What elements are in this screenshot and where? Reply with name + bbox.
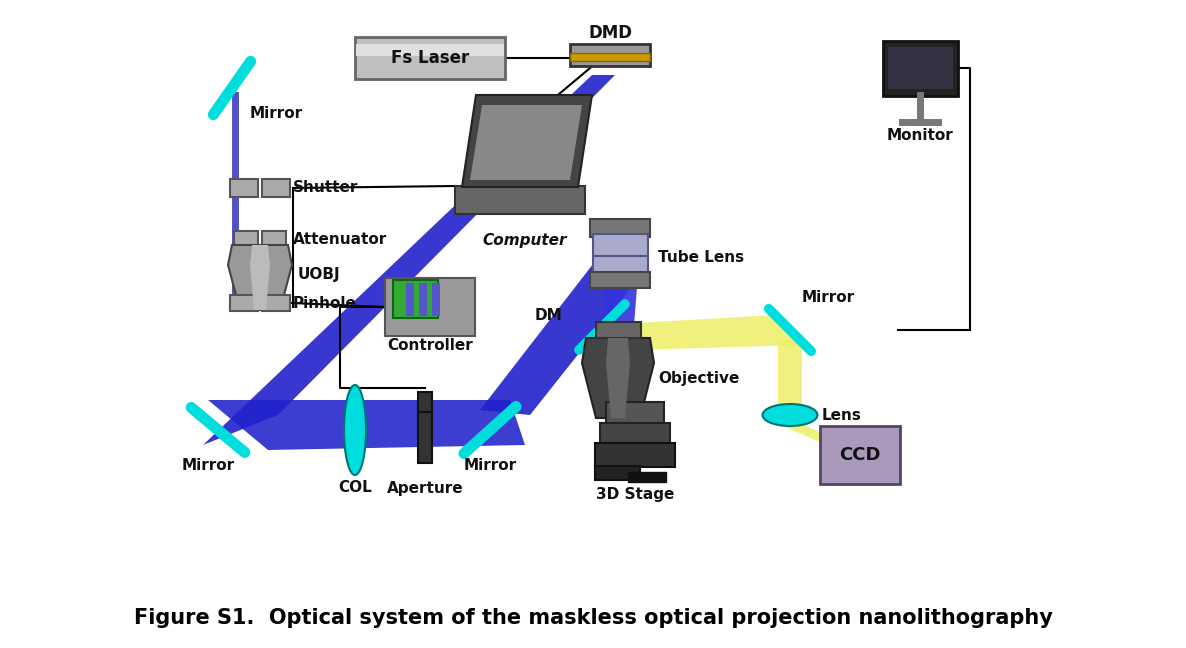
Text: Mirror: Mirror <box>802 290 855 305</box>
FancyBboxPatch shape <box>606 402 664 424</box>
Text: UOBJ: UOBJ <box>298 268 340 283</box>
FancyBboxPatch shape <box>594 466 639 480</box>
Polygon shape <box>228 245 292 310</box>
Polygon shape <box>778 424 865 453</box>
Polygon shape <box>250 245 270 310</box>
FancyBboxPatch shape <box>234 231 259 249</box>
FancyBboxPatch shape <box>593 233 648 259</box>
Polygon shape <box>778 340 802 408</box>
FancyBboxPatch shape <box>230 179 259 197</box>
FancyBboxPatch shape <box>417 392 432 412</box>
Text: Mirror: Mirror <box>181 457 235 472</box>
Text: 3D Stage: 3D Stage <box>595 487 674 502</box>
FancyBboxPatch shape <box>820 426 900 484</box>
Text: Tube Lens: Tube Lens <box>658 251 744 266</box>
FancyBboxPatch shape <box>419 283 427 316</box>
Polygon shape <box>602 275 638 375</box>
Text: Lens: Lens <box>822 408 862 422</box>
Text: Computer: Computer <box>483 233 567 248</box>
Text: Fs Laser: Fs Laser <box>391 49 470 67</box>
FancyBboxPatch shape <box>417 408 432 463</box>
Text: Figure S1.  Optical system of the maskless optical projection nanolithography: Figure S1. Optical system of the maskles… <box>134 608 1052 628</box>
FancyBboxPatch shape <box>595 322 640 338</box>
FancyBboxPatch shape <box>887 47 952 89</box>
Text: Monitor: Monitor <box>887 128 954 143</box>
Polygon shape <box>208 400 525 450</box>
Polygon shape <box>582 338 653 418</box>
Text: Mirror: Mirror <box>464 457 517 472</box>
Text: Pinhole: Pinhole <box>293 295 357 310</box>
Polygon shape <box>480 255 645 415</box>
FancyBboxPatch shape <box>262 231 286 249</box>
FancyBboxPatch shape <box>432 283 440 316</box>
Polygon shape <box>606 338 630 418</box>
FancyBboxPatch shape <box>356 44 504 56</box>
Text: CCD: CCD <box>840 446 881 464</box>
Polygon shape <box>637 315 801 350</box>
FancyBboxPatch shape <box>882 40 957 95</box>
FancyBboxPatch shape <box>262 295 291 311</box>
FancyBboxPatch shape <box>570 53 650 61</box>
Text: COL: COL <box>338 481 372 496</box>
FancyBboxPatch shape <box>406 283 414 316</box>
Polygon shape <box>203 75 616 445</box>
Polygon shape <box>470 105 582 180</box>
FancyBboxPatch shape <box>593 256 648 276</box>
FancyBboxPatch shape <box>355 37 505 79</box>
Text: Shutter: Shutter <box>293 181 358 196</box>
FancyBboxPatch shape <box>455 186 585 214</box>
Ellipse shape <box>763 404 817 426</box>
FancyBboxPatch shape <box>393 280 438 318</box>
FancyBboxPatch shape <box>385 278 476 336</box>
Text: Controller: Controller <box>387 338 473 353</box>
Ellipse shape <box>344 385 366 475</box>
Text: DMD: DMD <box>588 24 632 42</box>
FancyBboxPatch shape <box>262 179 291 197</box>
FancyBboxPatch shape <box>230 295 259 311</box>
Text: DM: DM <box>534 308 562 323</box>
Text: Objective: Objective <box>658 371 739 386</box>
FancyBboxPatch shape <box>570 44 650 66</box>
Text: Mirror: Mirror <box>250 106 304 121</box>
Text: Aperture: Aperture <box>387 481 464 496</box>
FancyBboxPatch shape <box>589 219 650 237</box>
FancyBboxPatch shape <box>589 272 650 288</box>
FancyBboxPatch shape <box>600 422 670 448</box>
FancyBboxPatch shape <box>629 472 667 482</box>
Text: Attenuator: Attenuator <box>293 233 388 248</box>
FancyBboxPatch shape <box>595 443 675 467</box>
Polygon shape <box>463 95 592 187</box>
